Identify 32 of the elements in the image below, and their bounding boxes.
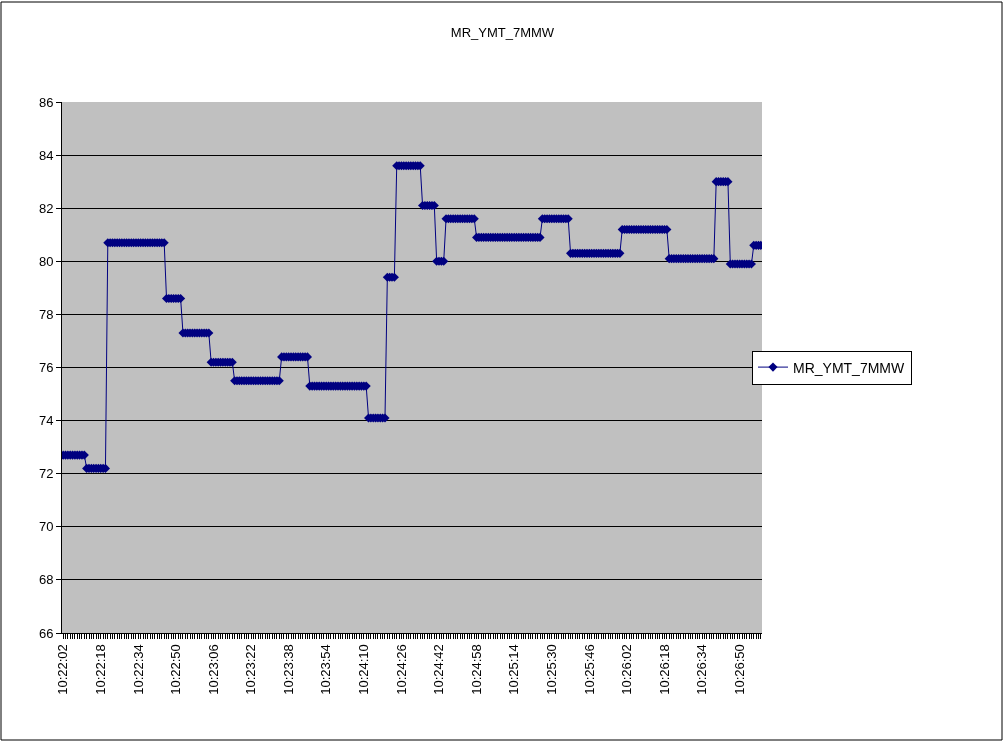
x-tick-label: 10:26:50 — [731, 644, 747, 695]
x-tick-label: 10:25:46 — [581, 644, 597, 695]
legend-label: MR_YMT_7MMW — [793, 359, 906, 376]
y-tick-label: 68 — [38, 572, 54, 588]
y-tick-label: 72 — [38, 466, 54, 482]
x-tick-label: 10:23:38 — [280, 644, 296, 695]
y-tick-label: 76 — [38, 360, 54, 376]
x-tick-label: 10:23:22 — [243, 644, 259, 695]
x-tick-label: 10:23:06 — [205, 644, 221, 695]
x-tick-label: 10:24:42 — [431, 644, 447, 695]
y-tick-label: 74 — [38, 413, 54, 429]
x-tick-label: 10:26:18 — [656, 644, 672, 695]
y-tick-label: 82 — [38, 200, 54, 216]
y-tick-label: 66 — [38, 625, 54, 641]
y-tick-label: 86 — [38, 94, 54, 110]
x-tick-label: 10:25:14 — [506, 644, 522, 695]
x-tick-label: 10:25:30 — [543, 644, 559, 695]
x-tick-label: 10:22:34 — [130, 644, 146, 695]
x-tick-label: 10:24:58 — [468, 644, 484, 695]
y-tick-label: 78 — [38, 306, 54, 322]
chart-title: MR_YMT_7MMW — [450, 25, 555, 41]
y-tick-label: 80 — [38, 253, 54, 269]
x-tick-label: 10:22:02 — [55, 644, 71, 695]
x-tick-label: 10:22:50 — [168, 644, 184, 695]
x-tick-label: 10:26:02 — [619, 644, 635, 695]
x-tick-label: 10:24:26 — [393, 644, 409, 695]
x-tick-label: 10:23:54 — [318, 644, 334, 695]
y-tick-label: 84 — [38, 147, 54, 163]
x-tick-label: 10:22:18 — [92, 644, 108, 695]
y-tick-label: 70 — [38, 519, 54, 535]
x-tick-label: 10:26:34 — [694, 644, 710, 695]
x-tick-label: 10:24:10 — [356, 644, 372, 695]
